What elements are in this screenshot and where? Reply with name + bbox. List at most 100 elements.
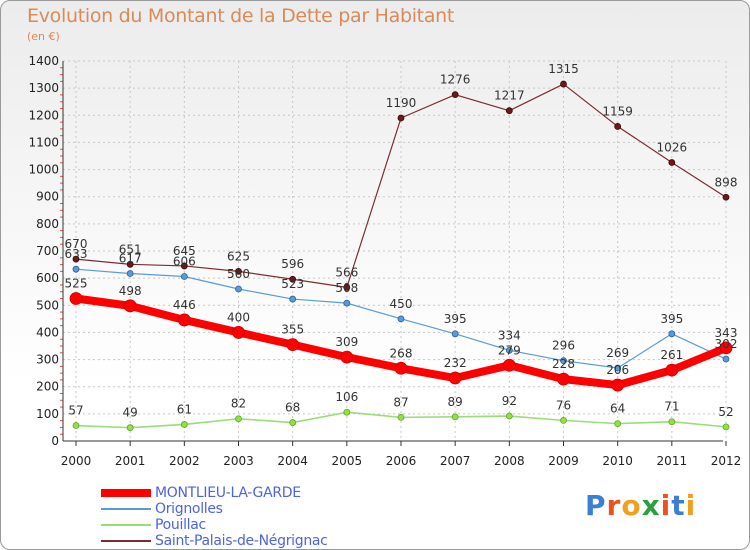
- data-label-saint-palais-de-negrignac: 1026: [657, 141, 688, 155]
- x-tick-label: 2009: [548, 454, 579, 468]
- data-label-pouillac: 52: [718, 405, 733, 419]
- y-tick-label: 400: [36, 325, 59, 339]
- data-point-pouillac: [560, 416, 567, 424]
- x-tick-label: 2007: [440, 454, 471, 468]
- data-point-montlieu-la-garde: [557, 372, 570, 386]
- legend-label: Pouillac: [155, 517, 206, 533]
- x-tick-label: 2006: [386, 454, 417, 468]
- y-tick-label: 0: [51, 434, 59, 448]
- data-label-orignolles: 617: [119, 252, 142, 266]
- data-point-montlieu-la-garde: [177, 313, 191, 327]
- data-label-orignolles: 450: [390, 297, 413, 311]
- data-label-montlieu-la-garde: 525: [65, 277, 88, 291]
- data-label-montlieu-la-garde: 228: [552, 357, 575, 371]
- data-point-orignolles: [289, 295, 297, 303]
- legend-item-pouillac: Pouillac: [101, 517, 328, 533]
- data-point-montlieu-la-garde: [286, 338, 300, 352]
- x-tick-label: 2004: [277, 454, 308, 468]
- data-point-saint-palais-de-negrignac: [180, 262, 188, 270]
- legend-item-saint-palais-de-negrignac: Saint-Palais-de-Négrignac: [101, 533, 328, 549]
- data-label-orignolles: 508: [335, 281, 358, 295]
- legend-swatch: [101, 540, 151, 542]
- data-label-montlieu-la-garde: 268: [390, 346, 413, 360]
- data-point-pouillac: [235, 415, 242, 423]
- data-label-montlieu-la-garde: 498: [119, 284, 142, 298]
- y-tick-label: 1300: [28, 81, 59, 95]
- legend-swatch: [101, 508, 151, 510]
- data-label-montlieu-la-garde: 309: [335, 335, 358, 349]
- data-point-montlieu-la-garde: [394, 361, 408, 375]
- legend-item-montlieu-la-garde: MONTLIEU-LA-GARDE: [101, 485, 328, 501]
- data-point-orignolles: [126, 270, 134, 277]
- data-label-pouillac: 64: [610, 402, 625, 416]
- data-point-pouillac: [505, 412, 513, 420]
- logo-letter: r: [606, 489, 622, 522]
- legend: MONTLIEU-LA-GARDE Orignolles Pouillac Saint…: [101, 485, 328, 549]
- x-tick-label: 2005: [332, 454, 363, 468]
- data-point-saint-palais-de-negrignac: [126, 260, 134, 268]
- data-label-pouillac: 76: [556, 398, 571, 412]
- data-point-saint-palais-de-negrignac: [722, 193, 730, 201]
- data-label-saint-palais-de-negrignac: 566: [335, 265, 358, 279]
- data-point-pouillac: [722, 423, 730, 431]
- data-point-saint-palais-de-negrignac: [72, 255, 80, 263]
- data-point-montlieu-la-garde: [232, 326, 245, 339]
- data-label-orignolles: 334: [498, 328, 521, 342]
- chart-subtitle: (en €): [27, 30, 60, 43]
- data-point-montlieu-la-garde: [123, 299, 137, 313]
- series-layer: [69, 80, 733, 432]
- data-point-orignolles: [397, 315, 405, 323]
- y-tick-label: 300: [36, 353, 59, 367]
- legend-swatch: [101, 489, 151, 497]
- data-label-saint-palais-de-negrignac: 670: [65, 237, 88, 251]
- data-point-orignolles: [180, 273, 188, 280]
- x-tick-label: 2002: [169, 454, 200, 468]
- data-point-pouillac: [451, 413, 459, 421]
- data-point-orignolles: [343, 299, 351, 307]
- data-point-montlieu-la-garde: [340, 350, 354, 364]
- data-label-pouillac: 92: [502, 394, 517, 408]
- data-label-pouillac: 106: [335, 390, 358, 404]
- data-point-pouillac: [343, 408, 351, 416]
- data-point-pouillac: [614, 420, 622, 428]
- data-point-orignolles: [668, 330, 676, 338]
- x-tick-label: 2001: [115, 454, 146, 468]
- x-tick-label: 2010: [602, 454, 633, 468]
- logo-letter: i: [685, 489, 697, 522]
- y-tick-label: 1200: [28, 108, 59, 122]
- legend-label: Saint-Palais-de-Négrignac: [155, 533, 328, 549]
- data-point-orignolles: [235, 285, 242, 293]
- chart-title: Evolution du Montant de la Dette par Hab…: [27, 5, 455, 27]
- y-tick-label: 700: [36, 244, 59, 258]
- data-label-orignolles: 395: [444, 312, 467, 326]
- data-point-saint-palais-de-negrignac: [668, 159, 676, 166]
- data-label-orignolles: 633: [65, 247, 88, 261]
- y-tick-label: 100: [36, 407, 59, 421]
- x-tick-label: 2012: [711, 454, 742, 468]
- y-tick-label: 1100: [28, 135, 59, 149]
- data-label-saint-palais-de-negrignac: 1276: [440, 73, 471, 87]
- x-tick-label: 2003: [223, 454, 254, 468]
- data-label-pouillac: 71: [664, 400, 679, 414]
- data-point-saint-palais-de-negrignac: [343, 283, 351, 291]
- data-label-saint-palais-de-negrignac: 1315: [548, 62, 579, 76]
- logo-letter: x: [641, 489, 661, 522]
- data-point-orignolles: [72, 265, 80, 273]
- data-label-saint-palais-de-negrignac: 651: [119, 242, 142, 256]
- data-label-pouillac: 82: [231, 397, 246, 411]
- data-point-orignolles: [560, 357, 567, 365]
- y-tick-label: 200: [36, 380, 59, 394]
- data-label-montlieu-la-garde: 446: [173, 298, 196, 312]
- y-tick-label: 1000: [28, 163, 59, 177]
- y-tick-label: 1400: [28, 54, 59, 68]
- data-point-saint-palais-de-negrignac: [505, 107, 513, 115]
- labels-layer: 670 651 645 625 596 566 1190 1276 1217 1315 1159 10…: [65, 62, 738, 420]
- data-point-saint-palais-de-negrignac: [235, 267, 242, 275]
- legend-swatch: [101, 524, 151, 526]
- proxiti-logo: Proxiti: [585, 489, 696, 522]
- data-label-saint-palais-de-negrignac: 898: [715, 175, 738, 189]
- data-label-orignolles: 606: [173, 255, 196, 269]
- data-label-pouillac: 61: [177, 402, 192, 416]
- legend-label: MONTLIEU-LA-GARDE: [155, 485, 301, 501]
